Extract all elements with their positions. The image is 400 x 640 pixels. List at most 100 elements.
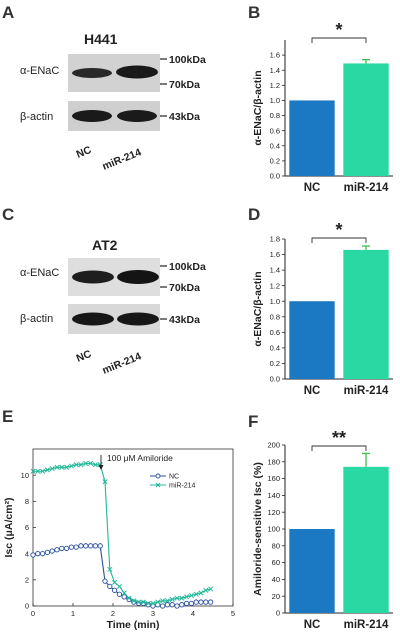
mw-label-43: 43kDa [169, 314, 200, 326]
bar-chart-f: 0 20 40 60 80 100 120 140 160 180 200 NC miR-214 ** Am… [252, 428, 393, 631]
line-chart-e: 0 1 2 3 4 5 0 2 4 6 8 10 NC miR-214 100 μM Amiloride Ti… [3, 448, 235, 631]
data-point-nc [198, 599, 204, 605]
x-tick-label: 2 [111, 609, 115, 618]
data-point-nc [203, 599, 209, 605]
data-point-nc [116, 591, 123, 597]
blot-band-enac-mir214 [117, 270, 159, 284]
data-point-nc [207, 599, 214, 605]
data-point-nc [63, 545, 70, 552]
data-point-nc [164, 602, 171, 608]
legend-label: NC [169, 474, 179, 481]
data-point-nc [121, 594, 127, 600]
category-label: NC [304, 619, 321, 631]
data-point-mir214 [83, 460, 89, 466]
data-point-mir214 [131, 598, 137, 604]
blot-row-label-actin: β-actin [20, 313, 53, 325]
y-tick-label: 100 [267, 525, 280, 534]
blot-band-enac-nc [72, 270, 114, 284]
mw-label-100: 100kDa [169, 54, 206, 66]
data-point-mir214 [49, 466, 55, 472]
y-tick-label: 4 [25, 549, 29, 558]
data-point-mir214 [174, 595, 180, 601]
y-tick-label: 1.4 [270, 66, 280, 75]
data-point-nc [73, 544, 79, 550]
data-point-nc [102, 578, 108, 584]
legend-marker-mir214 [155, 482, 161, 488]
bar-nc [289, 529, 335, 613]
y-tick-label: 0.2 [270, 359, 280, 368]
data-point-mir214 [73, 462, 79, 468]
y-tick-label: 1.2 [270, 81, 280, 90]
panel-label-b: B [248, 3, 260, 22]
lane-label-mir214: miR-214 [101, 350, 144, 376]
data-point-nc [30, 552, 36, 558]
data-point-nc [68, 544, 75, 550]
y-tick-label: 200 [267, 441, 280, 450]
y-axis-label: Amiloride-sensitive Isc (%) [252, 462, 264, 596]
data-point-mir214 [59, 464, 65, 470]
category-label: miR-214 [344, 619, 389, 631]
blot-row-label-actin: β-actin [20, 111, 53, 123]
data-point-mir214 [160, 598, 166, 604]
y-axis-label: Isc (μA/cm²) [3, 497, 15, 557]
blot-row-label-enac: α-ENaC [20, 267, 59, 279]
y-tick-label: 1.0 [270, 297, 280, 306]
y-tick-label: 180 [267, 457, 280, 466]
data-point-mir214 [164, 598, 170, 604]
bar-mir-214 [343, 249, 389, 379]
y-tick-label: 0.0 [270, 375, 280, 384]
data-point-mir214 [184, 594, 190, 600]
y-tick-label: 0.8 [270, 111, 280, 120]
data-point-mir214 [44, 467, 50, 473]
western-blot-at2: AT2 α-ENaC β-actin 100kDa 70kDa 43kDa NC… [20, 237, 206, 377]
category-label: NC [304, 182, 321, 194]
y-tick-label: 0.2 [270, 156, 280, 165]
mw-label-70: 70kDa [169, 79, 200, 91]
data-point-mir214 [140, 599, 146, 605]
data-point-mir214 [35, 468, 41, 474]
y-tick-label: 0.4 [270, 141, 280, 150]
mw-label-43: 43kDa [169, 111, 200, 123]
lane-label-nc: NC [75, 348, 94, 365]
data-point-nc [174, 603, 180, 609]
y-axis-label: α-ENaC/β-actin [252, 271, 264, 346]
blot-band-enac-mir214 [116, 65, 158, 79]
amiloride-arrow-head [98, 465, 104, 470]
data-point-mir214 [102, 479, 108, 485]
mw-label-70: 70kDa [169, 282, 200, 294]
data-point-nc [92, 543, 99, 549]
y-tick-label: 1.6 [270, 250, 280, 259]
data-point-nc [107, 583, 113, 590]
blot-band-actin-mir214 [117, 110, 157, 122]
significance-marker: * [335, 220, 342, 240]
panel-label-e: E [2, 407, 13, 426]
legend-label: miR-214 [169, 483, 196, 490]
data-point-mir214 [40, 468, 46, 474]
data-point-nc [44, 549, 51, 556]
y-tick-label: 1.2 [270, 281, 280, 290]
legend-marker-nc [155, 473, 161, 479]
data-point-nc [179, 602, 185, 608]
data-point-mir214 [150, 600, 156, 606]
y-tick-label: 10 [21, 471, 29, 480]
blot-band-actin-nc [72, 312, 114, 326]
data-point-mir214 [54, 464, 60, 470]
x-tick-label: 0 [31, 609, 35, 618]
y-tick-label: 60 [272, 558, 280, 567]
series-line-mir214 [33, 462, 211, 604]
mw-label-100: 100kDa [169, 261, 206, 273]
x-tick-label: 4 [191, 609, 195, 618]
data-point-nc [54, 547, 60, 553]
data-point-mir214 [179, 595, 185, 601]
y-tick-label: 0.6 [270, 328, 280, 337]
data-point-mir214 [155, 599, 161, 605]
x-tick-label: 5 [231, 609, 235, 618]
category-label: miR-214 [344, 385, 389, 397]
y-tick-label: 6 [25, 523, 29, 532]
bar-mir-214 [343, 63, 389, 176]
data-point-mir214 [88, 460, 94, 466]
data-point-nc [183, 600, 190, 607]
significance-bracket [311, 237, 367, 243]
data-point-nc [39, 551, 46, 557]
